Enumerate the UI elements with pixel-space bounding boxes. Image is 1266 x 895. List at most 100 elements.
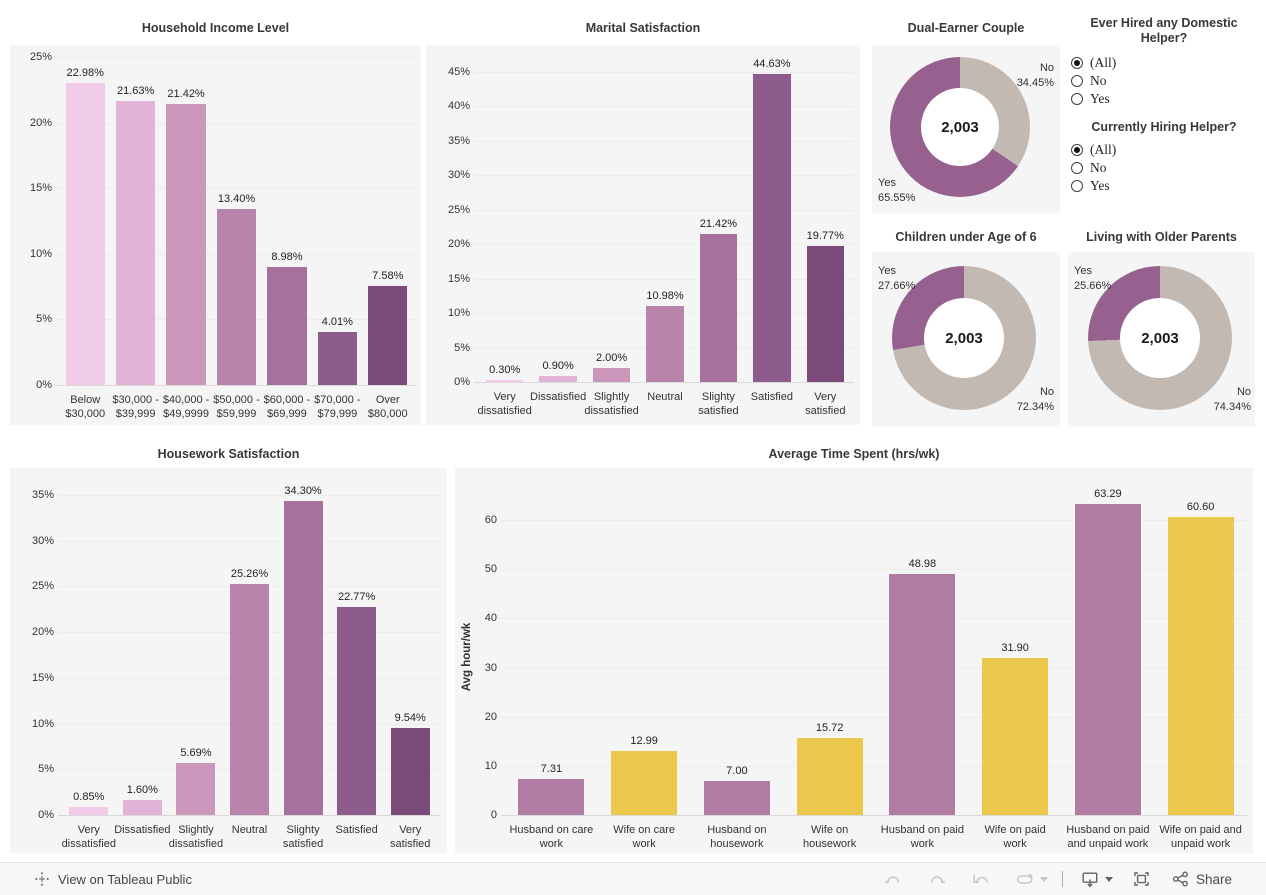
bar-housework-1[interactable] [122,800,162,815]
bar-income-0[interactable] [65,83,105,385]
bar-value-label: 48.98 [908,558,937,571]
bar-avgtime-7[interactable] [1167,517,1234,815]
bar-avgtime-2[interactable] [703,780,770,815]
gridline [56,188,415,190]
bar-value-label: 12.99 [630,735,658,748]
revert-button[interactable] [972,872,990,887]
tableau-logo-icon [35,872,49,886]
radio-option-no[interactable]: No [1071,72,1262,90]
bar-housework-6[interactable] [390,727,430,815]
donut-slice-label: Yes 27.66% [878,264,915,294]
y-axis-tick-label: 25% [31,580,54,593]
radio-option-label: Yes [1090,178,1110,193]
dual-earner-donut: 2,003 No 34.45% Yes 65.55% [872,45,1060,213]
bar-income-1[interactable] [115,101,156,385]
x-axis-category-label: Husband on housework [707,824,767,850]
bar-value-label: 9.54% [394,711,426,724]
x-axis-category-label: Below $30,000 [65,394,106,420]
radio-selected-icon [1071,57,1083,69]
bar-avgtime-5[interactable] [982,658,1049,815]
housework-chart-title: Housework Satisfaction [157,447,300,461]
slice-name: Yes [878,265,896,277]
undo-button[interactable] [884,872,902,887]
bar-marital-3[interactable] [646,306,684,382]
refresh-button[interactable] [1016,872,1048,887]
bar-housework-2[interactable] [176,762,216,815]
bar-income-4[interactable] [267,267,307,385]
radio-unselected-icon [1071,162,1083,174]
y-axis-tick-label: 5% [38,763,54,776]
bar-value-label: 13.40% [217,193,256,206]
gridline [474,382,854,383]
y-axis-tick-label: 40 [484,612,497,625]
donut-center-count: 2,003 [924,298,1004,378]
bar-income-5[interactable] [317,332,358,385]
gridline [501,716,1247,718]
bar-value-label: 21.42% [699,218,738,231]
bar-marital-6[interactable] [806,245,844,382]
y-axis-tick-label: 35% [447,134,470,147]
y-axis-tick-label: 10% [29,247,52,260]
slice-percent: 25.66% [1074,280,1112,292]
bar-marital-0[interactable] [486,379,524,382]
gridline [474,209,854,211]
dual-earner-title: Dual-Earner Couple [907,21,1025,35]
bar-value-label: 10.98% [646,290,684,303]
radio-option-yes[interactable]: Yes [1071,177,1262,195]
radio-option-yes[interactable]: Yes [1071,90,1262,108]
children-donut: 2,003 No 72.34% Yes 27.66% [872,252,1060,427]
bar-avgtime-0[interactable] [518,779,585,815]
radio-unselected-icon [1071,93,1083,105]
bar-housework-0[interactable] [69,807,109,815]
fullscreen-button[interactable] [1133,871,1150,887]
bar-housework-4[interactable] [283,501,323,815]
radio-option-all[interactable]: (All) [1071,141,1262,159]
y-axis-tick-label: 25% [29,50,52,63]
bar-housework-3[interactable] [229,583,270,815]
x-axis-category-label: Slighty satisfied [698,391,739,417]
bar-value-label: 60.60 [1186,501,1215,514]
x-axis-category-label: Wife on care work [613,824,675,850]
y-axis-tick-label: 10% [31,717,54,730]
radio-option-all[interactable]: (All) [1071,54,1262,72]
share-button[interactable]: Share [1172,871,1232,887]
y-axis-tick-label: 0% [454,376,470,388]
bar-marital-2[interactable] [592,368,631,382]
bar-income-3[interactable] [216,209,257,385]
bar-value-label: 63.29 [1094,487,1122,500]
bar-avgtime-4[interactable] [889,574,956,815]
bar-value-label: 44.63% [753,58,791,71]
gridline [58,540,441,542]
bar-marital-4[interactable] [699,234,738,382]
income-chart-title: Household Income Level [141,21,290,35]
x-axis-category-label: Husband on paid work [880,824,964,850]
bar-avgtime-3[interactable] [796,737,863,815]
bar-housework-5[interactable] [337,606,377,815]
bar-value-label: 7.31 [540,763,563,776]
y-axis-tick-label: 15% [29,182,52,195]
gridline [501,520,1247,522]
bar-value-label: 22.77% [337,590,376,603]
bar-marital-5[interactable] [753,74,791,382]
bar-value-label: 34.30% [284,485,322,498]
download-button[interactable] [1081,871,1113,888]
redo-button[interactable] [928,872,946,887]
radio-option-no[interactable]: No [1071,159,1262,177]
bar-income-2[interactable] [166,103,206,385]
x-axis-category-label: $70,000 - $79,999 [314,394,361,420]
y-axis-tick-label: 60 [484,514,497,527]
view-on-tableau-public-link[interactable]: View on Tableau Public [34,871,192,887]
x-axis-category-label: Neutral [647,391,683,403]
y-axis-tick-label: 30% [31,534,54,547]
bar-avgtime-1[interactable] [611,751,678,815]
slice-percent: 65.55% [878,192,916,204]
bar-avgtime-6[interactable] [1074,503,1141,815]
bar-value-label: 7.58% [372,269,404,282]
bar-marital-1[interactable] [539,375,577,382]
bar-value-label: 8.98% [271,251,303,264]
radio-group: (All) No Yes [1066,141,1262,195]
bar-income-6[interactable] [368,285,408,385]
y-axis-tick-label: 0 [490,809,497,821]
gridline [501,765,1247,767]
y-axis-tick-label: 10% [447,307,470,320]
